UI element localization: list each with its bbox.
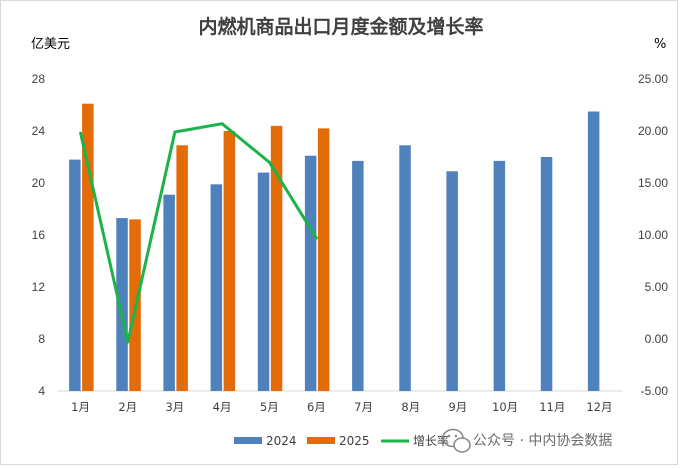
x-tick-label: 12月 — [586, 400, 612, 414]
x-tick-label: 11月 — [539, 400, 565, 414]
legend: 2024 2025 增长率 — [234, 433, 449, 448]
bar-2024-7月 — [352, 160, 364, 391]
y-left-tick-label: 24 — [32, 124, 46, 138]
bar-2024-1月 — [69, 159, 81, 391]
y-right-tick-label: 0.00 — [645, 332, 669, 346]
chart-title: 内燃机商品出口月度金额及增长率 — [198, 15, 483, 38]
x-tick-label: 9月 — [448, 400, 467, 414]
bar-2025-6月 — [317, 128, 330, 391]
watermark-text: 公众号 · 中内协会数据 — [473, 433, 612, 449]
y-left-tick-label: 16 — [32, 228, 46, 242]
y-right-tick-label: 15.00 — [638, 176, 668, 190]
bar-2024-2月 — [116, 218, 128, 391]
x-tick-label: 1月 — [71, 400, 90, 414]
x-tick-label: 6月 — [307, 400, 326, 414]
bar-2024-4月 — [210, 184, 223, 391]
x-axis: 1月 2月 3月 4月 5月 6月 7月 8月 9月 10月 11月 12月 — [71, 400, 612, 414]
bar-2025-5月 — [270, 125, 283, 392]
y-left-tick-label: 20 — [32, 176, 46, 190]
x-tick-label: 10月 — [492, 400, 518, 414]
x-tick-label: 5月 — [260, 400, 279, 414]
bar-2024-12月 — [587, 111, 600, 391]
x-tick-label: 2月 — [118, 400, 137, 414]
y-left-tick-label: 28 — [32, 72, 46, 86]
legend-label: 2025 — [339, 434, 370, 448]
bar-2025-3月 — [176, 145, 188, 391]
legend-swatch-2025 — [307, 437, 335, 444]
y-right-axis: -5.00 0.00 5.00 10.00 15.00 20.00 25.00 — [638, 72, 668, 398]
y-left-tick-label: 4 — [38, 384, 45, 398]
x-tick-label: 8月 — [401, 400, 420, 414]
legend-label: 2024 — [266, 434, 297, 448]
bar-2024-5月 — [257, 172, 270, 391]
y-right-tick-label: -5.00 — [641, 384, 669, 398]
y-right-tick-label: 25.00 — [638, 72, 668, 86]
y-right-tick-label: 10.00 — [638, 228, 668, 242]
y-right-unit: % — [654, 37, 666, 52]
y-left-axis: 4 8 12 16 20 24 28 — [32, 72, 46, 398]
bar-2024-3月 — [163, 194, 175, 391]
y-left-unit: 亿美元 — [31, 37, 70, 52]
y-right-tick-label: 5.00 — [645, 280, 669, 294]
y-right-tick-label: 20.00 — [638, 124, 668, 138]
bar-2024-11月 — [540, 157, 553, 391]
x-tick-label: 3月 — [165, 400, 184, 414]
wechat-icon — [442, 428, 471, 453]
bar-2024-6月 — [304, 155, 317, 391]
y-left-tick-label: 8 — [38, 332, 45, 346]
x-tick-label: 7月 — [354, 400, 373, 414]
x-tick-label: 4月 — [213, 400, 232, 414]
y-left-tick-label: 12 — [32, 280, 46, 294]
watermark: 公众号 · 中内协会数据 — [442, 428, 612, 453]
legend-swatch-2024 — [234, 437, 262, 444]
bar-2024-10月 — [493, 160, 506, 391]
bar-2025-4月 — [223, 131, 236, 391]
bar-2025-1月 — [82, 103, 94, 391]
bar-2024-8月 — [399, 145, 411, 391]
bar-2024-9月 — [446, 171, 458, 391]
growth-line — [79, 122, 318, 344]
legend-label: 增长率 — [413, 433, 449, 448]
line-series-增长率 — [79, 122, 318, 344]
